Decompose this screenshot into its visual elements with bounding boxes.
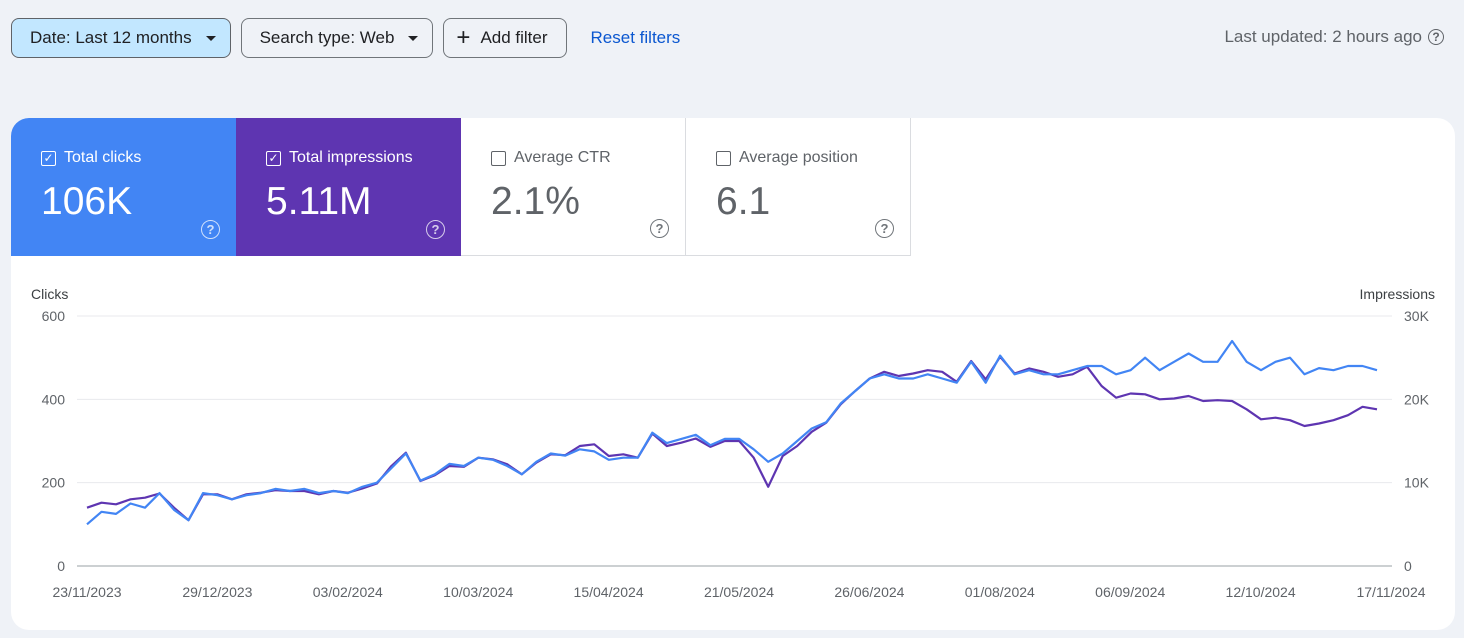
- metric-label: Average position: [739, 149, 858, 166]
- impressions-series-line: [86, 355, 1378, 522]
- average-position-card[interactable]: Average position 6.1 ?: [686, 118, 911, 256]
- date-filter-label: Date: Last 12 months: [30, 28, 192, 47]
- date-filter-chip[interactable]: Date: Last 12 months: [11, 18, 231, 58]
- clicks-series-line: [86, 339, 1378, 526]
- x-tick-label: 01/08/2024: [965, 584, 1035, 600]
- right-tick-label: 10K: [1404, 475, 1430, 491]
- dropdown-caret-icon: [408, 35, 419, 41]
- add-filter-button[interactable]: + Add filter: [443, 18, 567, 58]
- last-updated: Last updated: 2 hours ago ?: [1224, 27, 1444, 47]
- performance-chart: Clicks Impressions 0 0 200 10K 400 20K 600 30K 2…: [31, 286, 1435, 600]
- metric-value: 5.11M: [266, 180, 372, 223]
- left-tick-label: 400: [42, 391, 66, 407]
- right-tick-label: 20K: [1404, 391, 1430, 407]
- x-tick-label: 23/11/2023: [52, 584, 121, 600]
- x-tick-label: 26/06/2024: [834, 584, 904, 600]
- metric-label: Total impressions: [289, 149, 413, 166]
- x-tick-label: 15/04/2024: [574, 584, 644, 600]
- right-tick-label: 30K: [1404, 308, 1430, 324]
- add-filter-label: Add filter: [480, 28, 548, 47]
- checkbox-unchecked-icon[interactable]: [716, 150, 731, 166]
- help-icon[interactable]: ?: [650, 219, 669, 238]
- filter-bar: Date: Last 12 months Search type: Web + …: [11, 18, 680, 58]
- help-icon[interactable]: ?: [875, 219, 894, 238]
- total-impressions-card[interactable]: ✓ Total impressions 5.11M ?: [236, 118, 461, 256]
- x-tick-label: 10/03/2024: [443, 584, 513, 600]
- search-type-filter-label: Search type: Web: [259, 28, 395, 47]
- metric-value: 2.1%: [491, 180, 580, 223]
- left-tick-label: 200: [42, 475, 66, 491]
- last-updated-text: Last updated: 2 hours ago: [1224, 27, 1422, 46]
- checkbox-checked-icon[interactable]: ✓: [41, 150, 56, 166]
- x-tick-label: 21/05/2024: [704, 584, 774, 600]
- performance-card: Clicks Impressions 0 0 200 10K 400 20K 600 30K 2…: [11, 118, 1455, 630]
- help-icon[interactable]: ?: [1428, 29, 1444, 45]
- metric-label: Total clicks: [64, 149, 142, 166]
- checkbox-unchecked-icon[interactable]: [491, 150, 506, 166]
- average-ctr-card[interactable]: Average CTR 2.1% ?: [461, 118, 686, 256]
- left-tick-label: 0: [57, 558, 65, 574]
- checkbox-checked-icon[interactable]: ✓: [266, 150, 281, 166]
- dropdown-caret-icon: [205, 35, 216, 41]
- metric-label: Average CTR: [514, 149, 611, 166]
- x-tick-label: 17/11/2024: [1356, 584, 1425, 600]
- x-tick-label: 03/02/2024: [313, 584, 383, 600]
- x-tick-label: 29/12/2023: [182, 584, 252, 600]
- help-icon[interactable]: ?: [426, 220, 445, 239]
- right-tick-label: 0: [1404, 558, 1412, 574]
- x-tick-label: 06/09/2024: [1095, 584, 1165, 600]
- left-axis-title: Clicks: [31, 286, 68, 302]
- help-icon[interactable]: ?: [201, 220, 220, 239]
- right-axis-title: Impressions: [1360, 286, 1435, 302]
- left-tick-label: 600: [42, 308, 66, 324]
- metric-value: 6.1: [716, 180, 771, 223]
- search-type-filter-chip[interactable]: Search type: Web: [240, 18, 434, 58]
- total-clicks-card[interactable]: ✓ Total clicks 106K ?: [11, 118, 236, 256]
- plus-icon: +: [456, 24, 471, 51]
- x-tick-label: 12/10/2024: [1226, 584, 1296, 600]
- reset-filters-link[interactable]: Reset filters: [590, 28, 681, 47]
- metric-value: 106K: [41, 180, 133, 223]
